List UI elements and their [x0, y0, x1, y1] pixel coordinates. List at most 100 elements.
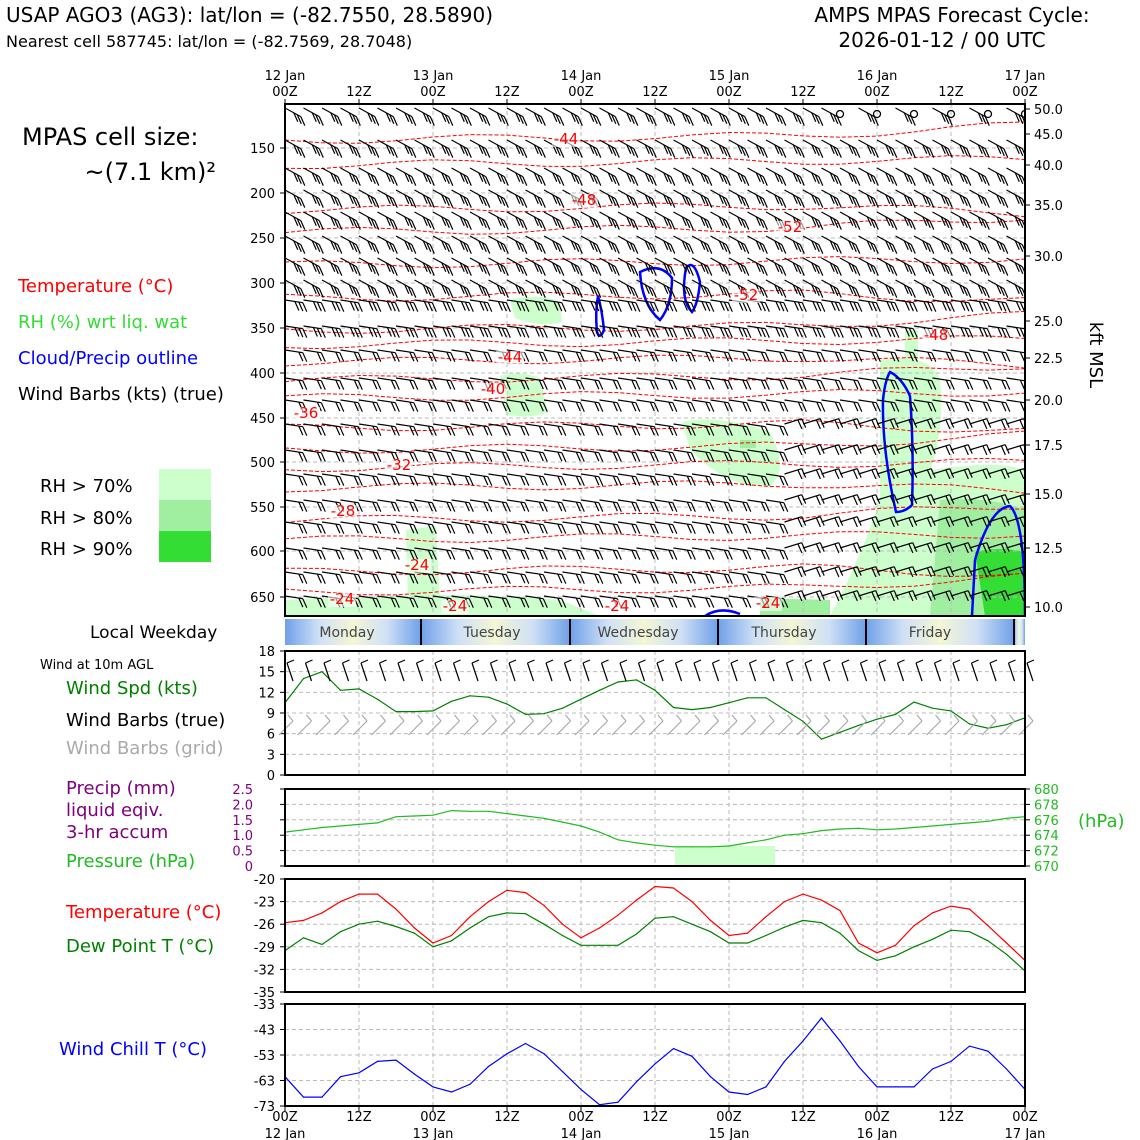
wind-barb-flag — [370, 242, 376, 252]
wind-barb-flag — [820, 380, 826, 390]
wind-barb-flag — [1018, 218, 1024, 228]
true-wind-barb — [1026, 659, 1035, 682]
dewpoint-line-point — [339, 931, 342, 933]
wind-barb — [987, 279, 1009, 298]
barb-staff — [563, 662, 572, 682]
wind-barb-staff — [765, 547, 784, 552]
wind-barb — [913, 211, 935, 230]
wind-barb — [691, 167, 713, 186]
wind-barb-flag — [446, 523, 452, 534]
wind-barb-staff — [802, 257, 820, 268]
wind-barb — [285, 167, 306, 186]
barb-flag — [952, 659, 961, 664]
wind-barb-flag — [690, 402, 696, 412]
wind-barb — [377, 423, 400, 436]
wind-barb-flag — [394, 476, 400, 486]
wind-barb — [636, 547, 659, 560]
wind-barb-staff — [580, 299, 599, 304]
wind-barb-staff — [543, 257, 561, 268]
wind-barb-flag — [929, 266, 935, 276]
wind-barb — [525, 211, 546, 230]
wind-barb-staff — [525, 211, 542, 222]
wind-barb — [506, 299, 530, 312]
wind-barb-flag — [814, 242, 820, 252]
y-tick-label: 15 — [258, 666, 275, 681]
wind-barb-staff — [543, 449, 562, 454]
wind-barb-flag — [598, 328, 604, 338]
wind-barb-flag — [834, 419, 840, 430]
wind-barb-flag — [894, 352, 900, 362]
wind-barb-flag — [797, 351, 803, 362]
barb-flag — [953, 714, 960, 722]
wind-barb-staff — [321, 499, 340, 504]
bottom-hour-label: 00Z — [272, 1110, 298, 1125]
wind-barb — [913, 349, 937, 362]
wind-barb-flag — [496, 284, 502, 295]
pressure-line-point — [950, 823, 952, 826]
wind-barb-staff — [469, 399, 488, 404]
temperature-line-point — [913, 925, 915, 927]
wind-barb-staff — [913, 235, 931, 246]
wind-speed-line-point — [450, 700, 453, 702]
wind-barb — [525, 107, 546, 126]
wind-barb-staff — [839, 139, 857, 150]
wind-barb-flag — [849, 301, 855, 311]
barb-staff — [445, 720, 460, 736]
wind-barb-flag — [505, 302, 511, 312]
wind-barb — [488, 139, 509, 158]
wind-barb-flag — [663, 240, 669, 251]
barb-staff — [360, 662, 368, 682]
wind-barb-flag — [940, 144, 946, 155]
wind-barb-flag — [1034, 241, 1038, 250]
wind-barb-flag — [478, 194, 484, 205]
wind-barb — [876, 349, 900, 362]
barb-staff — [896, 662, 905, 682]
wind-barb-flag — [333, 174, 339, 184]
wind-barb-staff — [654, 189, 672, 200]
wind-barb-flag — [598, 426, 604, 436]
wind-barb-flag — [1003, 148, 1009, 158]
wind-barb-flag — [1015, 327, 1021, 337]
wind-barb — [673, 107, 694, 126]
kft-tick-label: 15.0 — [1034, 488, 1063, 503]
wind-barb-flag — [407, 196, 413, 206]
wind-barb — [340, 377, 363, 390]
wind-barb — [469, 423, 493, 436]
wind-barb-flag — [871, 419, 877, 430]
wind-barb-flag — [873, 176, 879, 186]
wind-barb-flag — [746, 402, 752, 412]
wind-barb-staff — [1006, 399, 1025, 404]
wind-barb-flag — [907, 286, 913, 296]
wind-barb-flag — [409, 597, 415, 608]
wind-barb-flag — [783, 550, 789, 560]
true-wind-barb — [767, 659, 776, 682]
wind-barb-staff — [432, 325, 451, 330]
wind-barb-flag — [542, 574, 548, 584]
wind-barb-flag — [318, 116, 324, 126]
wind-barb-flag — [485, 288, 491, 298]
wind-barb-flag — [982, 567, 988, 578]
wind-barb-flag — [910, 220, 916, 230]
wind-barb-flag — [524, 380, 530, 390]
wind-barb-staff — [469, 189, 487, 200]
wind-barb — [932, 235, 953, 254]
wind-barbs-true-label: Wind Barbs (true) — [66, 710, 225, 731]
wind-barb-staff — [488, 449, 507, 454]
wind-barb-flag — [561, 380, 567, 390]
wind-barb — [895, 139, 916, 158]
wind-barb-flag — [485, 244, 491, 254]
wind-barb-flag — [947, 220, 953, 230]
true-wind-barb — [434, 659, 443, 682]
wind-barb-flag — [320, 476, 326, 486]
precip-tick-label: 2.0 — [232, 798, 253, 813]
wind-barb-flag — [866, 144, 872, 155]
wind-barb-flag — [501, 451, 507, 462]
wind-barb — [506, 377, 530, 390]
wind-barb-staff — [913, 189, 931, 200]
wind-barb-flag — [1042, 567, 1046, 576]
wind-barb-flag — [685, 242, 691, 252]
wind-barb-flag — [907, 174, 913, 184]
wind-barb-flag — [483, 351, 489, 362]
wind-barb-flag — [631, 327, 637, 338]
